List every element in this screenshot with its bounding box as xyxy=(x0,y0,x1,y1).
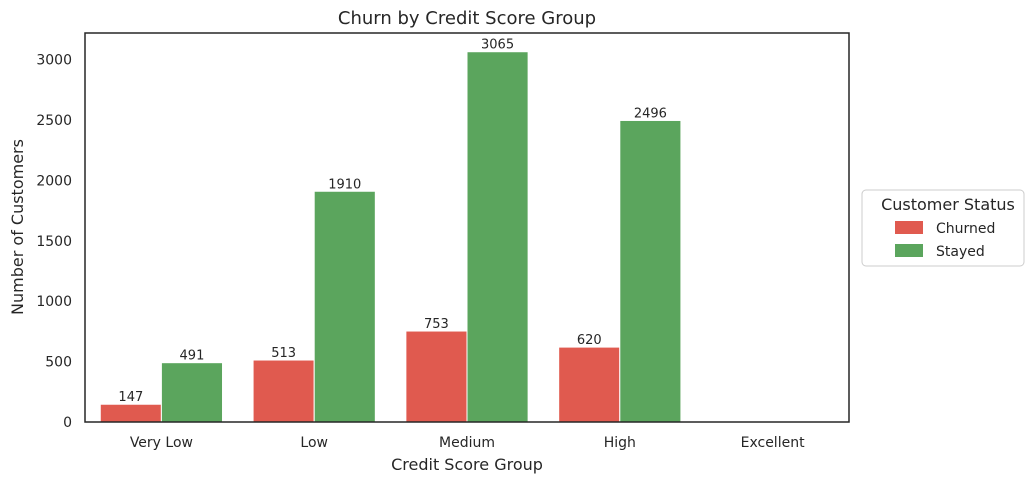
data-labels-group: 147 491 513 1910 753 3065 620 2496 xyxy=(118,38,666,406)
bars-group xyxy=(99,51,682,423)
bar-churned-very-low xyxy=(99,403,162,423)
y-tick-label: 1500 xyxy=(36,234,72,250)
y-tick-label: 3000 xyxy=(36,53,72,69)
y-axis-ticks: 0 500 1000 1500 2000 2500 3000 xyxy=(36,53,72,431)
bar-stayed-high xyxy=(619,119,682,423)
x-tick-label: Medium xyxy=(439,435,495,451)
bar-stayed-low xyxy=(313,190,376,423)
x-axis-ticks: Very Low Low Medium High Excellent xyxy=(130,435,805,451)
y-tick-label: 2500 xyxy=(36,113,72,129)
x-tick-label: Very Low xyxy=(130,435,193,451)
y-axis-label: Number of Customers xyxy=(8,139,27,315)
x-tick-label: High xyxy=(604,435,636,451)
x-axis-label: Credit Score Group xyxy=(391,455,543,474)
data-label-stayed-low: 1910 xyxy=(328,177,361,192)
data-label-churned-very-low: 147 xyxy=(118,390,143,405)
y-tick-label: 2000 xyxy=(36,173,72,189)
data-label-churned-medium: 753 xyxy=(424,317,449,332)
data-label-churned-high: 620 xyxy=(577,333,602,348)
bar-churned-high xyxy=(558,346,621,423)
data-label-stayed-very-low: 491 xyxy=(180,349,205,364)
bar-churned-low xyxy=(252,359,315,423)
legend: Customer Status Churned Stayed xyxy=(861,189,1025,267)
x-tick-label: Low xyxy=(300,435,328,451)
y-tick-label: 500 xyxy=(45,355,72,371)
legend-title: Customer Status xyxy=(881,195,1015,214)
data-label-stayed-medium: 3065 xyxy=(481,38,514,53)
x-tick-label: Excellent xyxy=(741,435,805,451)
legend-label-stayed: Stayed xyxy=(936,244,985,260)
plot-frame xyxy=(84,32,850,423)
bar-stayed-medium xyxy=(466,51,529,423)
legend-swatch-stayed xyxy=(895,244,923,257)
chart-title: Churn by Credit Score Group xyxy=(338,8,596,29)
y-tick-label: 1000 xyxy=(36,294,72,310)
legend-label-churned: Churned xyxy=(936,221,995,237)
bar-stayed-very-low xyxy=(160,362,224,423)
data-label-stayed-high: 2496 xyxy=(634,106,667,121)
y-tick-label: 0 xyxy=(63,415,72,431)
legend-swatch-churned xyxy=(895,221,923,234)
data-label-churned-low: 513 xyxy=(271,346,296,361)
bar-churned-medium xyxy=(405,330,468,423)
